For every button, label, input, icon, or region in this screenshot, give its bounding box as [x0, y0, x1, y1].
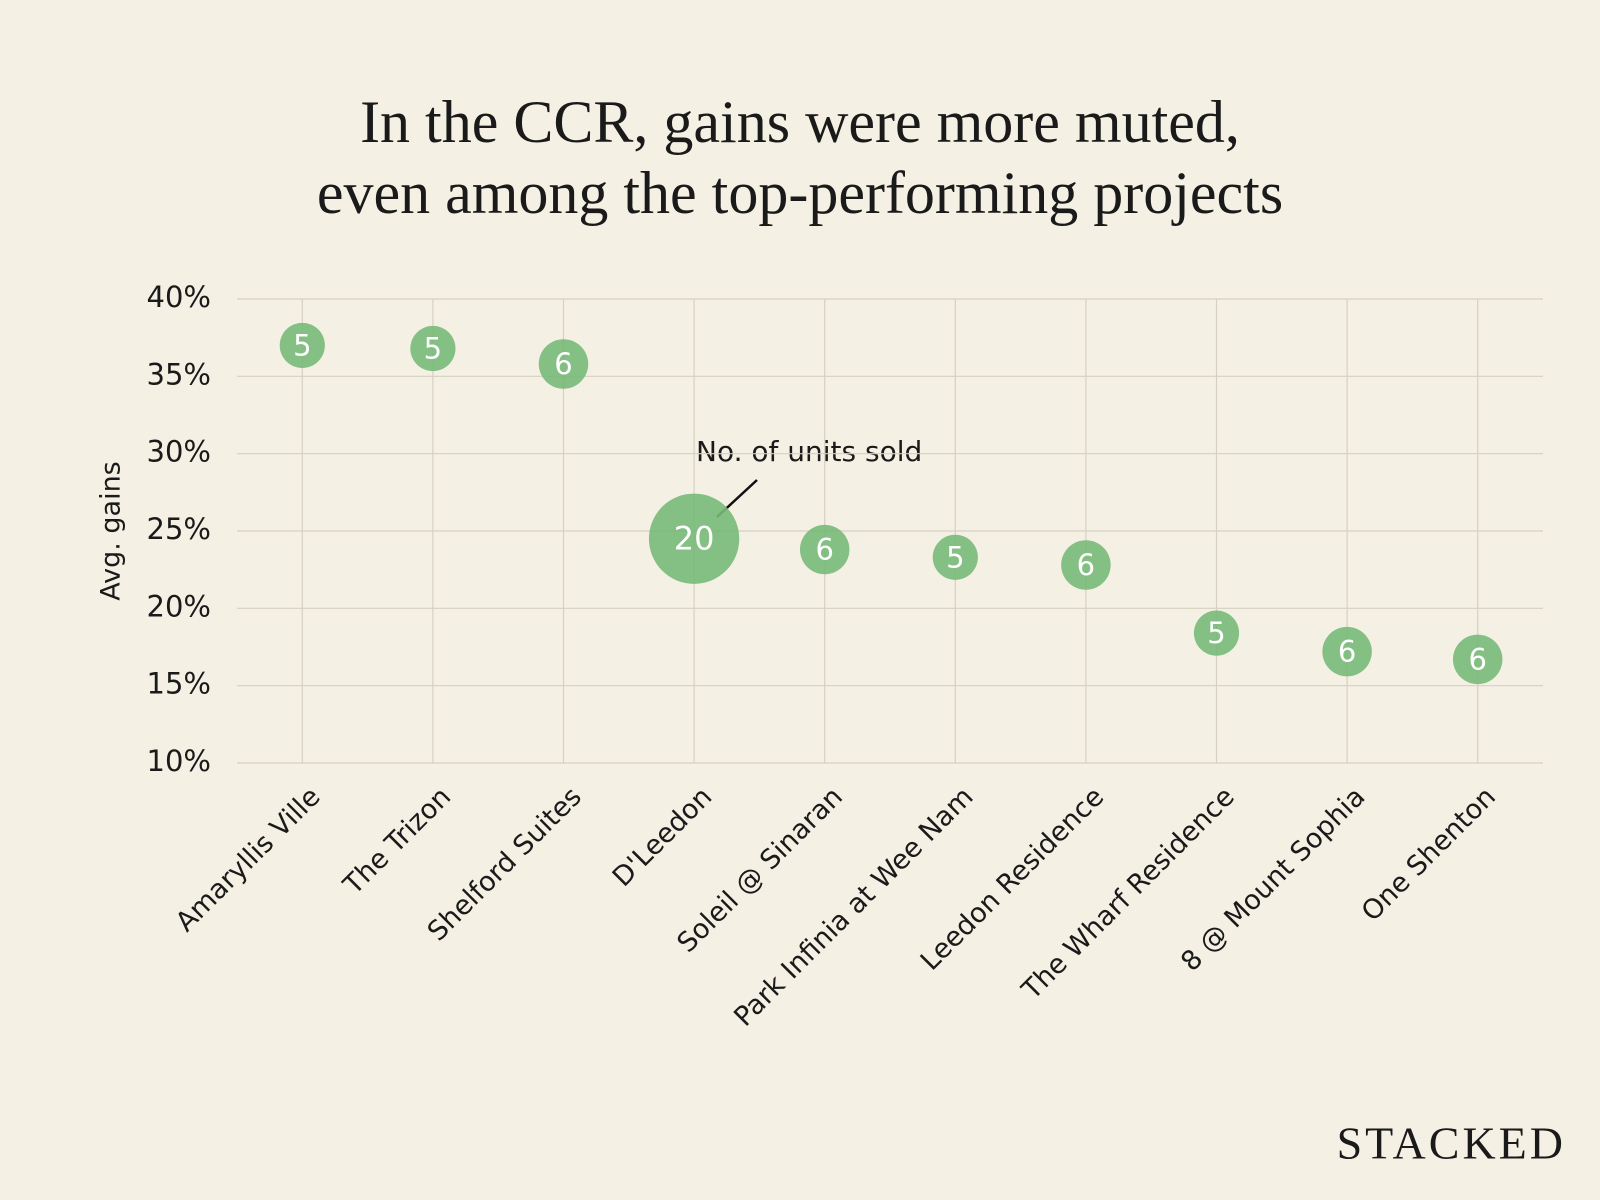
y-tick-label: 20% [147, 589, 211, 623]
bubble [1193, 610, 1240, 656]
bubble [932, 534, 978, 580]
y-tick-label: 35% [147, 357, 211, 391]
y-tick-label: 10% [147, 744, 211, 778]
bubble [1061, 540, 1111, 590]
bubble [799, 524, 850, 575]
bubble [1452, 634, 1503, 685]
y-tick-label: 30% [147, 435, 211, 469]
data-label: 6 [1468, 642, 1486, 676]
data-label: 20 [674, 520, 715, 558]
y-tick-label: 15% [147, 667, 211, 701]
chart-title: In the CCR, gains were more muted, [360, 89, 1240, 155]
brand-logo: STACKED [1337, 1118, 1566, 1169]
data-label: 5 [293, 328, 311, 362]
y-tick-label: 25% [147, 512, 211, 546]
data-label: 5 [946, 540, 964, 574]
data-label: 6 [1077, 548, 1095, 582]
data-label: 5 [424, 331, 442, 365]
y-tick-label: 40% [147, 280, 211, 314]
data-label: 6 [1338, 635, 1356, 669]
y-axis-label: Avg. gains [96, 461, 127, 601]
bubble [410, 325, 456, 372]
data-label: 5 [1207, 616, 1225, 650]
annotation: No. of units sold [696, 435, 922, 468]
chart-title: even among the top-performing projects [317, 160, 1283, 226]
data-label: 6 [815, 533, 833, 567]
bubble [1322, 626, 1372, 677]
bubble [279, 322, 325, 368]
data-label: 6 [554, 347, 572, 381]
bubble [648, 493, 740, 584]
bubble [538, 339, 589, 389]
